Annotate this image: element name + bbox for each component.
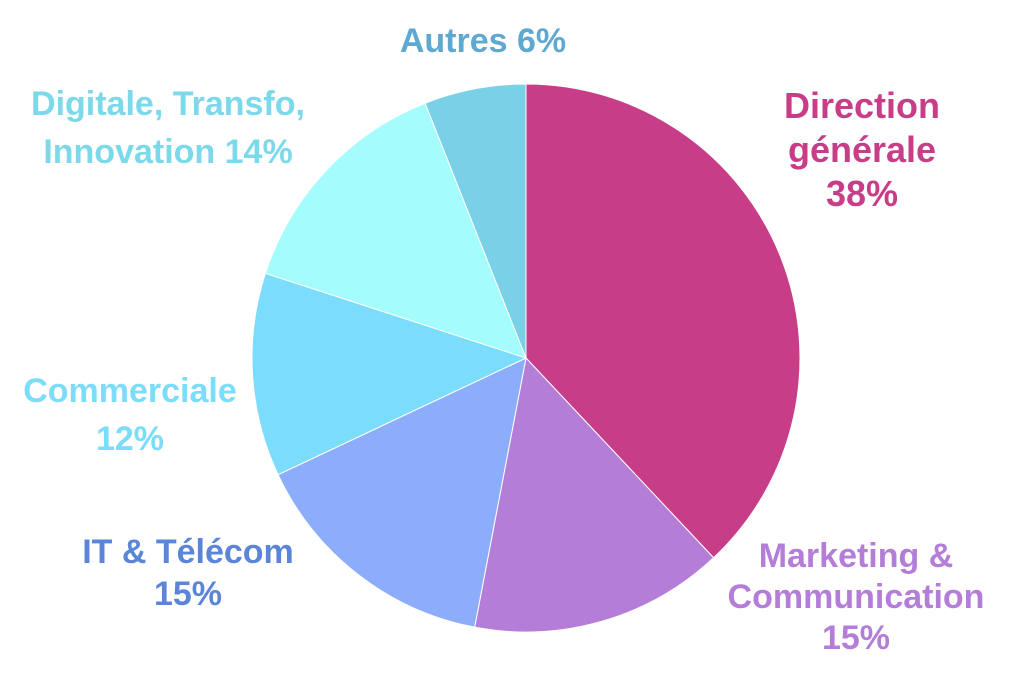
slice-label-line: Digitale, Transfo, [31, 85, 305, 123]
pie-slice-4 [264, 102, 527, 359]
slice-label-line: Direction [784, 85, 940, 126]
slice-label-4: Digitale, Transfo, Innovation 14% [31, 85, 305, 171]
slice-label-line: Communication [728, 578, 985, 616]
slice-label-line: Autres 6% [400, 22, 566, 60]
slice-value-label: 12% [96, 420, 164, 458]
slice-label-3: Commerciale 12% [23, 372, 237, 458]
slices-layer [251, 83, 801, 633]
pie-slice-3 [251, 272, 528, 476]
slice-label-5: Autres 6% [400, 22, 566, 60]
pie-slice-1 [474, 356, 715, 633]
slice-label-line: IT & Télécom [82, 533, 294, 571]
slice-label-line: générale [788, 129, 936, 170]
slice-value-label: 38% [826, 173, 898, 214]
pie-slice-0 [525, 83, 801, 559]
slice-label-line: Commerciale [23, 372, 237, 410]
pie-slice-5 [424, 83, 527, 359]
slice-label-2: IT & Télécom 15% [82, 533, 294, 613]
slice-label-line: Innovation 14% [43, 133, 292, 171]
slice-value-label: 15% [154, 575, 222, 613]
pie-slice-2 [277, 357, 527, 628]
slice-value-label: 15% [822, 619, 890, 657]
slice-label-line: Marketing & [759, 537, 954, 575]
